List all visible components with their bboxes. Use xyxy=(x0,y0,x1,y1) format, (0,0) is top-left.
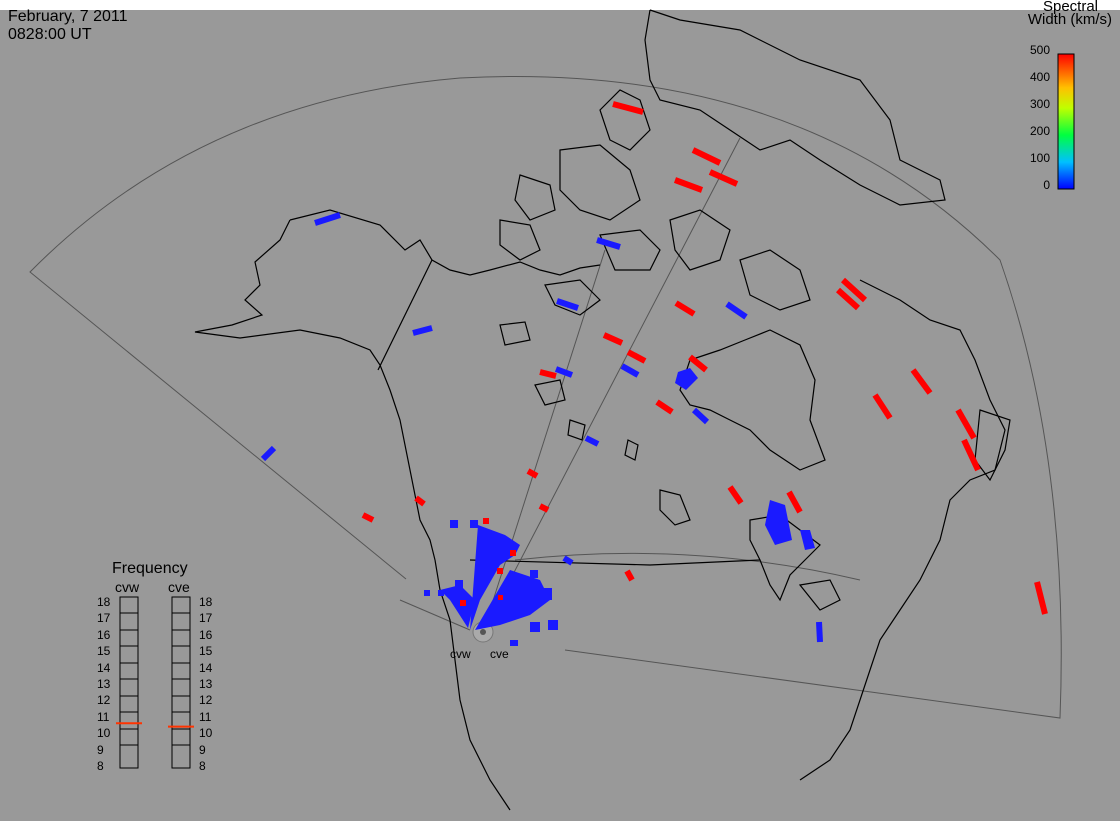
frequency-scale-label-right: 8 xyxy=(199,759,206,773)
frequency-scale-label-left: 14 xyxy=(97,660,111,675)
far-range-echoes-blue-blocks xyxy=(675,368,815,550)
radar-site-label-cve: cve xyxy=(490,647,509,661)
frequency-scale-label-left: 10 xyxy=(97,726,111,741)
far-range-echoes-blue xyxy=(260,212,823,643)
frequency-scale-label-right: 16 xyxy=(199,627,213,642)
far-range-echoes-red xyxy=(361,101,1048,615)
spectral-width-colorbar xyxy=(1057,53,1075,190)
colorbar-tick: 200 xyxy=(1029,124,1050,138)
frequency-column-header-cve: cve xyxy=(168,579,190,595)
frequency-scale-label-right: 11 xyxy=(199,709,212,724)
frequency-scale-label-left: 11 xyxy=(97,709,110,724)
colorbar-tick: 500 xyxy=(1029,43,1050,57)
frequency-scale-label-left: 16 xyxy=(97,627,111,642)
frequency-scale-label-left: 13 xyxy=(97,677,111,691)
frequency-scale-label-left: 18 xyxy=(97,595,111,609)
field-of-view-outline xyxy=(29,76,1062,719)
frequency-scale-label-right: 15 xyxy=(199,644,213,659)
frequency-scale-label-left: 9 xyxy=(97,742,104,757)
frequency-scale-label-left: 15 xyxy=(97,644,111,659)
frequency-scale-label-left: 12 xyxy=(97,693,111,708)
radar-site-label-cvw: cvw xyxy=(450,647,471,661)
near-range-scatter-cluster xyxy=(424,520,558,646)
frequency-scale-label-right: 17 xyxy=(199,611,213,626)
frequency-scale-label-right: 12 xyxy=(199,693,213,708)
frequency-scale-cvw xyxy=(119,596,139,769)
frequency-scale-label-right: 13 xyxy=(199,677,213,691)
colorbar-tick: 300 xyxy=(1029,97,1050,111)
colorbar-tick: 400 xyxy=(1029,70,1050,84)
colorbar-tick: 0 xyxy=(1043,178,1050,192)
colorbar-title-line1: Spectral xyxy=(1042,0,1098,15)
frequency-scale-label-right: 14 xyxy=(199,660,213,675)
frequency-scale-label-left: 17 xyxy=(97,611,111,626)
frequency-scale-cve xyxy=(171,596,191,769)
date-label: February, 7 2011 xyxy=(8,8,128,25)
frequency-scale-label-left: 8 xyxy=(97,759,104,773)
coastlines xyxy=(194,9,1011,811)
time-label: 0828:00 UT xyxy=(8,26,92,43)
frequency-scale-label-right: 10 xyxy=(199,726,213,741)
frequency-panel-title: Frequency xyxy=(112,560,188,577)
frequency-scale-label-right: 18 xyxy=(199,595,213,609)
colorbar-tick: 100 xyxy=(1029,151,1050,165)
frequency-scale-label-right: 9 xyxy=(199,742,206,757)
colorbar-title-line2: Width (km/s) xyxy=(1027,11,1112,28)
near-range-red-pixels xyxy=(460,518,516,606)
top-border xyxy=(0,0,1120,10)
frequency-column-header-cvw: cvw xyxy=(115,579,140,595)
